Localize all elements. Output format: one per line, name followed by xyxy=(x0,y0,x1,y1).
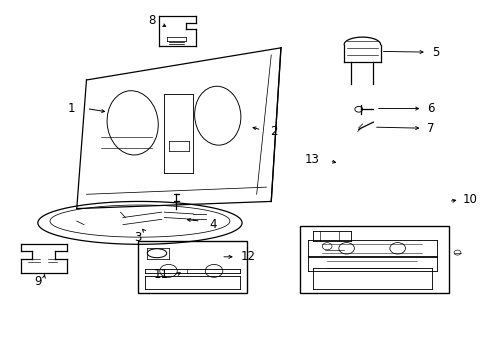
Text: 11: 11 xyxy=(154,268,169,281)
Text: 9: 9 xyxy=(34,275,41,288)
Text: 10: 10 xyxy=(461,193,476,206)
Text: 4: 4 xyxy=(209,218,216,231)
Text: 5: 5 xyxy=(431,46,438,59)
Text: 8: 8 xyxy=(148,14,156,27)
Bar xyxy=(300,226,448,293)
Text: 6: 6 xyxy=(426,102,433,115)
Text: 3: 3 xyxy=(134,231,141,244)
Text: 7: 7 xyxy=(426,122,433,135)
Text: 1: 1 xyxy=(68,102,76,115)
Bar xyxy=(137,241,246,293)
Text: 13: 13 xyxy=(305,153,319,166)
Text: 12: 12 xyxy=(240,250,255,263)
Text: 2: 2 xyxy=(269,125,277,138)
